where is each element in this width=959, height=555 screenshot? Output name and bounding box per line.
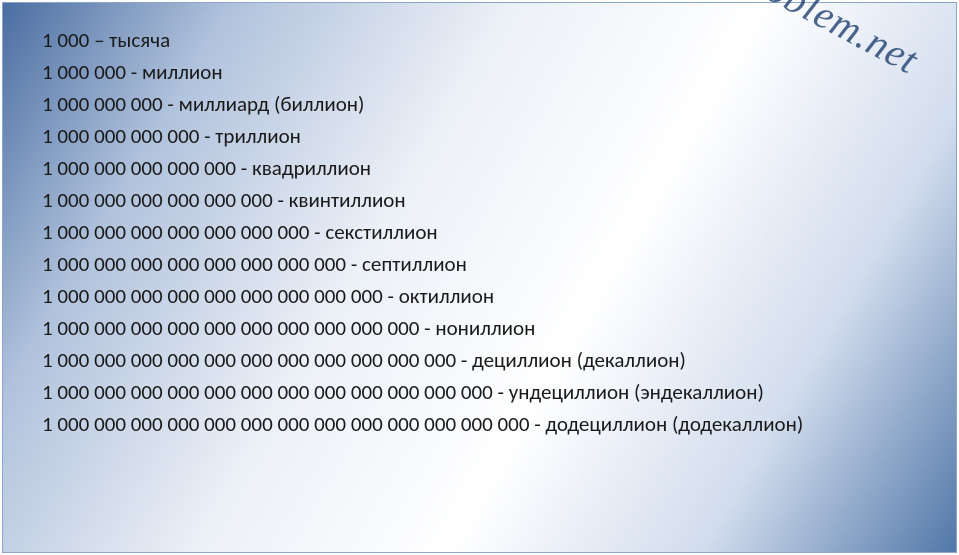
separator: - <box>273 187 289 213</box>
number-name: тысяча <box>109 27 170 53</box>
number-name: квинтиллион <box>289 187 406 213</box>
number-value: 1 000 000 000 000 000 000 000 <box>42 219 309 245</box>
separator: - <box>126 59 142 85</box>
number-name: октиллион <box>399 283 494 309</box>
number-value: 1 000 <box>42 27 89 53</box>
separator: - <box>493 379 509 405</box>
number-list: 1 000 – тысяча 1 000 000 - миллион 1 000… <box>42 24 917 440</box>
number-names-card: repetitor-problem.net 1 000 – тысяча 1 0… <box>0 0 959 555</box>
number-name: миллиард (биллион) <box>179 91 365 117</box>
separator: - <box>419 315 435 341</box>
number-name: секстиллион <box>325 219 437 245</box>
list-item: 1 000 000 000 000 000 000 000 000 000 00… <box>42 344 917 376</box>
number-value: 1 000 000 000 000 000 000 <box>42 187 273 213</box>
list-item: 1 000 000 000 - миллиард (биллион) <box>42 88 917 120</box>
separator: - <box>236 155 252 181</box>
separator: - <box>529 411 545 437</box>
list-item: 1 000 000 - миллион <box>42 56 917 88</box>
number-name: нониллион <box>435 315 535 341</box>
list-item: 1 000 000 000 000 000 000 000 000 000 00… <box>42 408 917 440</box>
list-item: 1 000 000 000 000 000 000 000 - секстилл… <box>42 216 917 248</box>
separator: - <box>383 283 399 309</box>
number-name: квадриллион <box>252 155 371 181</box>
list-item: 1 000 000 000 000 000 000 - квинтиллион <box>42 184 917 216</box>
number-name: миллион <box>142 59 223 85</box>
list-item: 1 000 000 000 000 000 000 000 000 000 00… <box>42 376 917 408</box>
list-item: 1 000 000 000 000 000 000 000 000 - септ… <box>42 248 917 280</box>
number-name: додециллион (додекаллион) <box>545 411 803 437</box>
separator: – <box>89 27 109 53</box>
number-value: 1 000 000 000 000 000 000 000 000 <box>42 251 346 277</box>
separator: - <box>346 251 362 277</box>
number-value: 1 000 000 000 000 <box>42 123 199 149</box>
number-value: 1 000 000 000 000 000 000 000 000 000 00… <box>42 411 529 437</box>
number-name: дециллион (декаллион) <box>472 347 686 373</box>
list-item: 1 000 000 000 000 000 000 000 000 000 - … <box>42 280 917 312</box>
number-value: 1 000 000 000 000 000 000 000 000 000 <box>42 283 383 309</box>
list-item: 1 000 000 000 000 - триллион <box>42 120 917 152</box>
number-name: ундециллион (эндекаллион) <box>509 379 764 405</box>
number-name: триллион <box>215 123 301 149</box>
separator: - <box>199 123 215 149</box>
number-value: 1 000 000 000 000 000 000 000 000 000 00… <box>42 315 419 341</box>
separator: - <box>456 347 472 373</box>
separator: - <box>309 219 325 245</box>
list-item: 1 000 000 000 000 000 000 000 000 000 00… <box>42 312 917 344</box>
number-value: 1 000 000 000 000 000 000 000 000 000 00… <box>42 379 493 405</box>
number-value: 1 000 000 <box>42 59 126 85</box>
list-item: 1 000 – тысяча <box>42 24 917 56</box>
list-item: 1 000 000 000 000 000 - квадриллион <box>42 152 917 184</box>
separator: - <box>163 91 179 117</box>
number-value: 1 000 000 000 000 000 <box>42 155 236 181</box>
number-value: 1 000 000 000 000 000 000 000 000 000 00… <box>42 347 456 373</box>
number-value: 1 000 000 000 <box>42 91 163 117</box>
number-name: септиллион <box>362 251 467 277</box>
